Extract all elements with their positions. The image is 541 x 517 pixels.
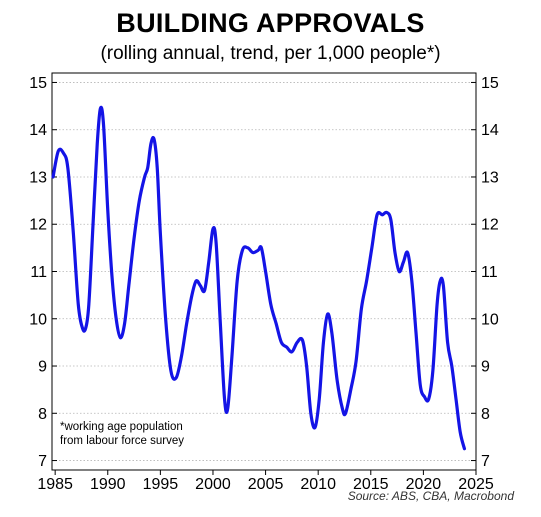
series-layer xyxy=(51,105,467,451)
x-tick-label: 2010 xyxy=(300,476,336,493)
source-note: Source: ABS, CBA, Macrobond xyxy=(348,489,515,503)
chart-title: BUILDING APPROVALS xyxy=(116,8,425,38)
y-tick-label-right: 14 xyxy=(481,122,499,139)
y-tick-label-left: 7 xyxy=(38,453,47,470)
y-tick-label-left: 13 xyxy=(29,169,47,186)
y-tick-label-left: 10 xyxy=(29,311,47,328)
y-tick-label-left: 12 xyxy=(29,217,47,234)
y-tick-label-left: 8 xyxy=(38,406,47,423)
y-tick-label-right: 15 xyxy=(481,75,499,92)
y-tick-label-left: 15 xyxy=(29,75,47,92)
y-tick-label-right: 10 xyxy=(481,311,499,328)
chart-subtitle: (rolling annual, trend, per 1,000 people… xyxy=(100,43,441,64)
x-tick-label: 1995 xyxy=(143,476,179,493)
y-tick-label-right: 11 xyxy=(481,264,498,281)
y-tick-label-right: 13 xyxy=(481,169,499,186)
x-tick-label: 2000 xyxy=(195,476,231,493)
y-tick-label-right: 9 xyxy=(481,359,490,376)
footnote-line: from labour force survey xyxy=(60,435,184,447)
gridlines xyxy=(52,82,476,461)
y-tick-label-left: 11 xyxy=(30,264,47,281)
y-tick-label-right: 12 xyxy=(481,217,499,234)
y-tick-label-right: 7 xyxy=(481,453,490,470)
footnote: *working age population from labour forc… xyxy=(60,421,184,447)
y-tick-label-left: 14 xyxy=(29,122,47,139)
axis-ticks: 7 7 8 8 9 9 10 10 11 11 12 12 13 13 14 14 15 15 1985 1990 19… xyxy=(29,75,499,493)
x-tick-label: 1990 xyxy=(90,476,126,493)
footnote-line: *working age population xyxy=(60,421,183,433)
series-line xyxy=(51,105,467,451)
x-tick-label: 2015 xyxy=(353,476,389,493)
x-tick-label: 2005 xyxy=(248,476,284,493)
x-tick-label: 2020 xyxy=(406,476,442,493)
x-tick-label: 2025 xyxy=(458,476,494,493)
y-tick-label-left: 9 xyxy=(38,359,47,376)
y-tick-label-right: 8 xyxy=(481,406,490,423)
x-tick-label: 1985 xyxy=(37,476,73,493)
